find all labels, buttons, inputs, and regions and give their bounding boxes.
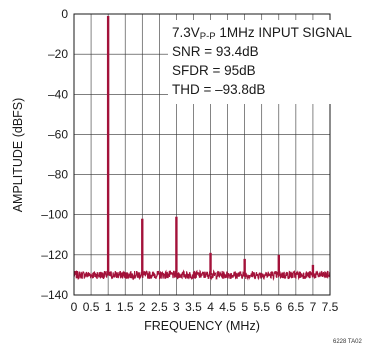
y-tick-label: –140 [41, 288, 68, 302]
y-tick-label: –20 [48, 47, 68, 61]
noise-floor-trace [73, 269, 331, 281]
x-tick-label: 4 [207, 300, 214, 314]
y-tick-label: –120 [41, 248, 68, 262]
x-axis-ticks: 0 0.5 1 1.5 2 2.5 3 3.5 4 4.5 5 5.5 6 6.5 7 7.5 [71, 300, 339, 314]
x-tick-label: 3.5 [185, 300, 202, 314]
y-axis-ticks: 0 –20 –40 –60 –80 –100 –120 –140 [41, 7, 68, 302]
annotation-snr: SNR = 93.4dB [172, 44, 259, 59]
x-tick-label: 6.5 [288, 300, 305, 314]
x-tick-label: 7 [310, 300, 317, 314]
y-tick-label: –80 [48, 168, 68, 182]
y-tick-label: –40 [48, 87, 68, 101]
x-tick-label: 2 [139, 300, 146, 314]
y-tick-label: 0 [61, 7, 68, 21]
y-tick-label: –60 [48, 127, 68, 141]
x-tick-label: 1 [105, 300, 112, 314]
figure-code: 6228 TA02 [333, 339, 362, 345]
x-tick-label: 0 [71, 300, 78, 314]
x-tick-label: 5 [241, 300, 248, 314]
x-tick-label: 4.5 [219, 300, 236, 314]
x-tick-label: 7.5 [322, 300, 339, 314]
x-tick-label: 2.5 [151, 300, 168, 314]
plot-frame [73, 13, 331, 296]
x-tick-label: 1.5 [117, 300, 134, 314]
y-axis-title: AMPLITUDE (dBFS) [11, 98, 25, 213]
spectrum-trace [73, 16, 331, 281]
annotation-input-signal: 7.3VP-P 1MHz INPUT SIGNAL [172, 25, 352, 42]
x-tick-label: 0.5 [83, 300, 100, 314]
x-tick-label: 6 [275, 300, 282, 314]
annotation-block: 7.3VP-P 1MHz INPUT SIGNAL SNR = 93.4dB S… [168, 20, 352, 104]
y-tick-label: –100 [41, 208, 68, 222]
x-tick-label: 3 [173, 300, 180, 314]
x-tick-label: 5.5 [253, 300, 270, 314]
x-axis-title: FREQUENCY (MHz) [144, 319, 260, 333]
annotation-thd: THD = –93.8dB [172, 82, 265, 97]
annotation-background [168, 20, 352, 104]
annotation-sfdr: SFDR = 95dB [172, 63, 256, 78]
